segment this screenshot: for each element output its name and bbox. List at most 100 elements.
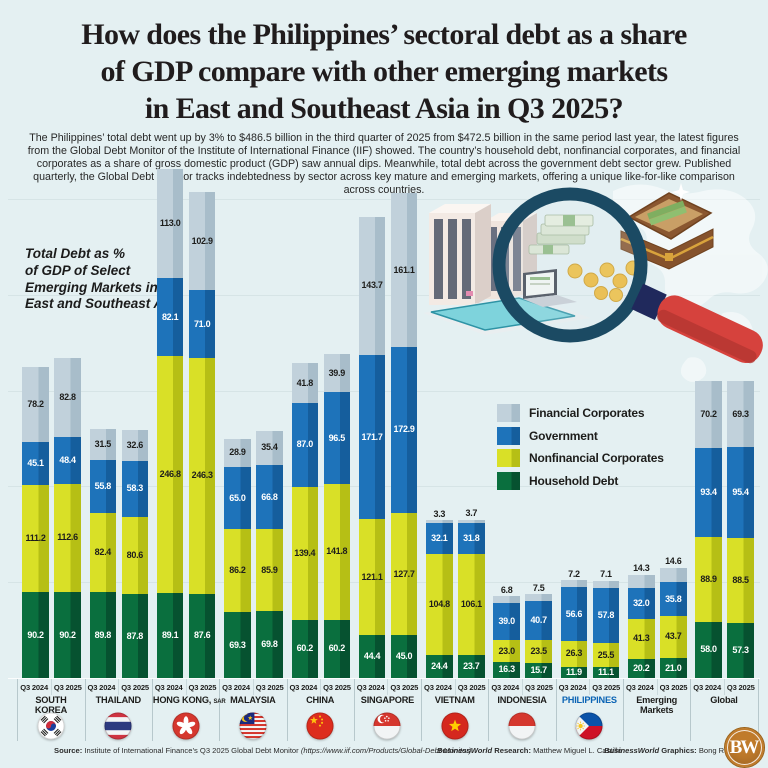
value-label: 139.4: [294, 547, 316, 558]
bar-segment-government: [256, 464, 283, 529]
bar-segment-government: [22, 441, 49, 486]
value-label: 15.7: [530, 664, 547, 675]
group-separator: [623, 679, 624, 741]
bar-segment-household: [390, 634, 418, 678]
value-label: 121.1: [361, 572, 383, 583]
bar-segment-household: [525, 662, 552, 678]
period-label: Q3 2024: [20, 683, 48, 692]
value-label: 89.8: [94, 629, 112, 640]
value-label: 56.6: [565, 609, 583, 620]
bar-segment-nonfinancial: [592, 642, 620, 668]
period-label: Q3 2025: [323, 683, 351, 692]
household-debt-swatch-icon: [497, 471, 520, 490]
flag-singapore-icon: [373, 712, 401, 740]
period-label: Q3 2025: [188, 683, 217, 692]
sparkle-icon: [672, 183, 690, 201]
value-label: 14.3: [633, 563, 650, 574]
bar-segment-government: [89, 459, 117, 514]
bar-segment-household: [592, 667, 620, 678]
value-label: 106.1: [460, 598, 482, 609]
period-label: Q3 2025: [121, 683, 149, 692]
laptop-icon: [523, 269, 577, 307]
legend-item: Nonfinancial Corporates: [497, 449, 664, 467]
value-label: 40.7: [530, 615, 547, 626]
bar-segment-government: [628, 588, 655, 620]
value-label: 82.8: [59, 392, 76, 403]
bar-segment-nonfinancial: [323, 484, 350, 621]
value-label: 39.9: [328, 367, 346, 378]
period-label: Q3 2024: [424, 683, 452, 692]
bar-segment-financial: [22, 366, 49, 442]
value-label: 45.0: [395, 650, 413, 661]
period-separator: [320, 679, 322, 695]
period-separator: [252, 679, 254, 695]
value-label: 24.4: [431, 660, 448, 671]
bar-segment-nonfinancial: [525, 640, 552, 663]
bar-segment-nonfinancial: [695, 537, 722, 623]
period-label: Q3 2025: [390, 683, 419, 692]
bar-segment-government: [560, 587, 588, 642]
bar-segment-financial: [89, 429, 117, 460]
value-label: 39.0: [498, 615, 515, 626]
value-label: 11.1: [598, 667, 614, 678]
value-label: 70.2: [700, 408, 717, 419]
period-label: Q3 2024: [491, 683, 520, 692]
value-label: 26.3: [565, 648, 583, 659]
bar-segment-household: [291, 620, 318, 678]
country-label: SOUTH KOREA: [34, 695, 68, 715]
period-label: Q3 2024: [289, 683, 318, 692]
value-label: 23.0: [498, 646, 515, 657]
bar-segment-nonfinancial: [727, 538, 754, 624]
bar-segment-household: [224, 611, 251, 678]
period-separator: [656, 679, 658, 695]
group-separator: [421, 679, 423, 741]
period-label: Q3 2025: [726, 683, 755, 692]
value-label: 7.2: [568, 568, 580, 579]
value-label: 3.7: [465, 508, 478, 519]
value-label: 78.2: [27, 398, 44, 409]
bar-segment-household: [22, 591, 49, 678]
period-label: Q3 2025: [659, 683, 688, 692]
bar-segment-financial: [358, 217, 386, 355]
group-separator: [219, 679, 221, 741]
period-label: Q3 2024: [154, 683, 183, 692]
group-separator: [17, 679, 19, 741]
value-label: 141.8: [326, 546, 348, 557]
bar-segment-household: [121, 593, 149, 678]
bar-segment-nonfinancial: [560, 641, 588, 667]
bar-segment-financial: [660, 567, 687, 582]
country-label: VIETNAM: [434, 695, 475, 705]
title-line-2: of GDP compare with other emerging marke…: [100, 55, 669, 88]
bar-segment-nonfinancial: [358, 519, 386, 636]
bar-segment-government: [121, 460, 149, 517]
value-label: 161.1: [393, 264, 415, 275]
value-label: 113.0: [159, 218, 181, 229]
chart-legend: Financial Corporates Government Nonfinan…: [497, 404, 664, 494]
bar-segment-household: [89, 591, 117, 678]
value-label: 32.0: [633, 598, 650, 609]
bar-segment-government: [291, 403, 318, 487]
bar-segment-government: [224, 466, 251, 530]
period-label: Q3 2024: [625, 683, 654, 692]
period-separator: [387, 679, 389, 695]
group-separator: [488, 679, 490, 741]
bar-segment-household: [493, 662, 520, 678]
country-label: Global: [710, 695, 738, 705]
cash-stacks-icon: [528, 214, 594, 255]
period-label: Q3 2024: [558, 683, 587, 692]
bar-segment-household: [54, 591, 81, 678]
period-label: Q3 2024: [693, 683, 721, 692]
nonfinancial-corporates-swatch-icon: [497, 449, 520, 467]
group-separator: [690, 679, 692, 741]
bar-segment-nonfinancial: [121, 516, 149, 594]
value-label: 80.6: [126, 549, 144, 560]
country-label: INDONESIA: [497, 695, 547, 705]
bar-segment-nonfinancial: [224, 529, 251, 612]
value-label: 58.3: [126, 482, 144, 493]
page-title: How does the Philippines’ sectoral debt …: [0, 16, 768, 127]
bar-segment-government: [390, 346, 418, 513]
bar-segment-financial: [323, 353, 350, 393]
intro-text: The Philippines’ total debt went up by 3…: [27, 132, 741, 196]
bar-segment-financial: [727, 380, 754, 447]
bar-segment-financial: [695, 380, 722, 448]
